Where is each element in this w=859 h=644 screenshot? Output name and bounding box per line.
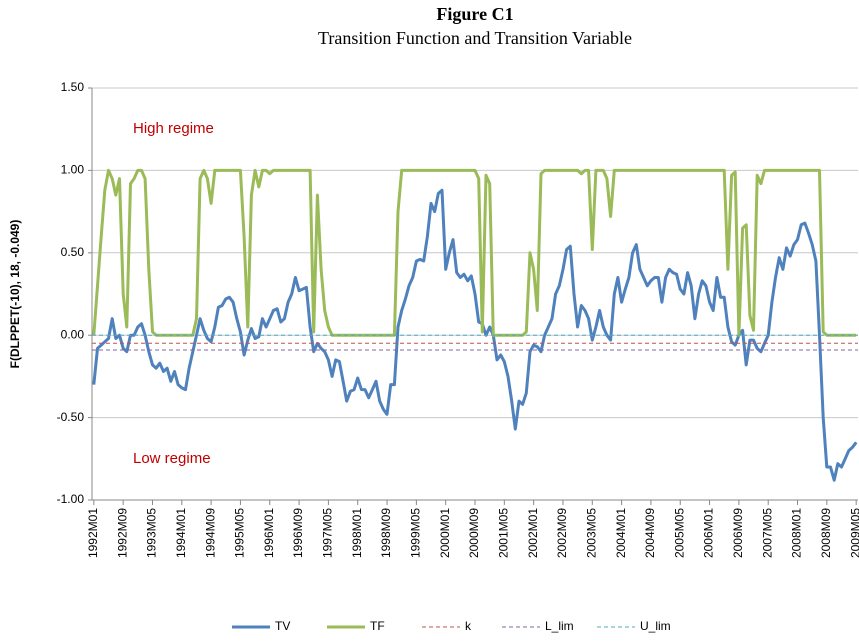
x-tick-label: 1995M05 — [233, 508, 247, 558]
legend-label: k — [465, 619, 472, 633]
x-tick-label: 1994M09 — [203, 508, 217, 558]
x-tick-label: 1998M09 — [379, 508, 393, 558]
x-tick-label: 2002M09 — [555, 508, 569, 558]
series-line — [92, 168, 857, 337]
y-tick-label: -1.00 — [57, 492, 85, 506]
x-tick-label: 2004M01 — [614, 508, 628, 558]
x-tick-label: 1996M09 — [291, 508, 305, 558]
x-tick-label: 1997M05 — [321, 508, 335, 558]
chart-subtitle: Transition Function and Transition Varia… — [318, 28, 632, 48]
x-tick-label: 1999M05 — [409, 508, 423, 558]
x-tick-label: 2004M09 — [643, 508, 657, 558]
x-tick-label: 1992M09 — [115, 508, 129, 558]
x-tick-label: 1993M05 — [145, 508, 159, 558]
y-tick-label: -0.50 — [57, 410, 85, 424]
y-tick-label: 1.00 — [61, 163, 85, 177]
x-tick-label: 2001M05 — [496, 508, 510, 558]
legend-label: TF — [370, 619, 385, 633]
x-tick-label: 2003M05 — [584, 508, 598, 558]
series-line — [92, 188, 858, 482]
x-tick-label: 2000M09 — [467, 508, 481, 558]
x-tick-label: 2002M01 — [526, 508, 540, 558]
y-tick-label: 0.00 — [61, 327, 85, 341]
x-tick-label: 1992M01 — [86, 508, 100, 558]
legend-label: TV — [275, 619, 290, 633]
x-tick-label: 2000M01 — [438, 508, 452, 558]
chart-title: Figure C1 — [436, 4, 513, 24]
y-axis-label: F(DLPPET(-10), 18, -0.049) — [8, 220, 22, 369]
annotation: Low regime — [133, 450, 211, 467]
x-tick-label: 1994M01 — [174, 508, 188, 558]
annotation: High regime — [133, 120, 214, 137]
x-tick-label: 1998M01 — [350, 508, 364, 558]
legend-label: U_lim — [640, 619, 671, 633]
x-tick-label: 2008M09 — [819, 508, 833, 558]
x-tick-label: 2009M05 — [848, 508, 859, 558]
y-tick-label: 1.50 — [61, 80, 85, 94]
x-tick-label: 2006M09 — [731, 508, 745, 558]
x-tick-label: 1996M01 — [262, 508, 276, 558]
y-tick-label: 0.50 — [61, 245, 85, 259]
legend-label: L_lim — [545, 619, 574, 633]
x-tick-label: 2007M05 — [760, 508, 774, 558]
x-tick-label: 2005M05 — [672, 508, 686, 558]
x-tick-label: 2006M01 — [702, 508, 716, 558]
x-tick-label: 2008M01 — [790, 508, 804, 558]
